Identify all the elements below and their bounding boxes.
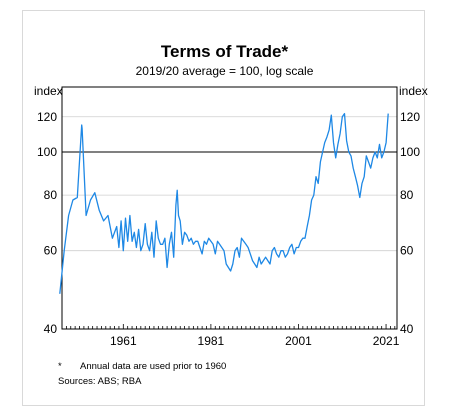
series-line-terms-of-trade (59, 112, 389, 294)
y-axes: 40 40 60 60 80 80 100 100 120 120 (37, 110, 420, 336)
footnote: Annual data are used prior to 1960 (80, 361, 227, 372)
footnote-marker: * (58, 361, 62, 372)
y-tick-label-left-40: 40 (44, 322, 58, 336)
y-tick-label-right-60: 60 (400, 244, 414, 258)
y-axis-label-right: index (399, 84, 428, 98)
x-tick-label-2021: 2021 (373, 334, 400, 348)
y-axis-label-left: index (34, 84, 63, 98)
x-axis: 1961 1981 2001 2021 (61, 324, 400, 348)
chart-frame (22, 10, 425, 406)
y-tick-label-right-120: 120 (400, 110, 420, 124)
y-tick-label-right-100: 100 (400, 145, 420, 159)
y-tick-label-left-80: 80 (44, 188, 58, 202)
plot-area (61, 86, 398, 330)
x-tick-label-1961: 1961 (110, 334, 137, 348)
sources: Sources: ABS; RBA (58, 376, 142, 387)
y-tick-label-right-40: 40 (400, 322, 414, 336)
chart-title: Terms of Trade* (160, 42, 289, 61)
y-tick-label-left-60: 60 (44, 244, 58, 258)
x-tick-label-1981: 1981 (198, 334, 225, 348)
y-tick-label-left-100: 100 (37, 145, 57, 159)
y-tick-label-left-120: 120 (37, 110, 57, 124)
chart-subtitle: 2019/20 average = 100, log scale (135, 64, 314, 78)
x-tick-label-2001: 2001 (285, 334, 312, 348)
y-tick-label-right-80: 80 (400, 188, 414, 202)
